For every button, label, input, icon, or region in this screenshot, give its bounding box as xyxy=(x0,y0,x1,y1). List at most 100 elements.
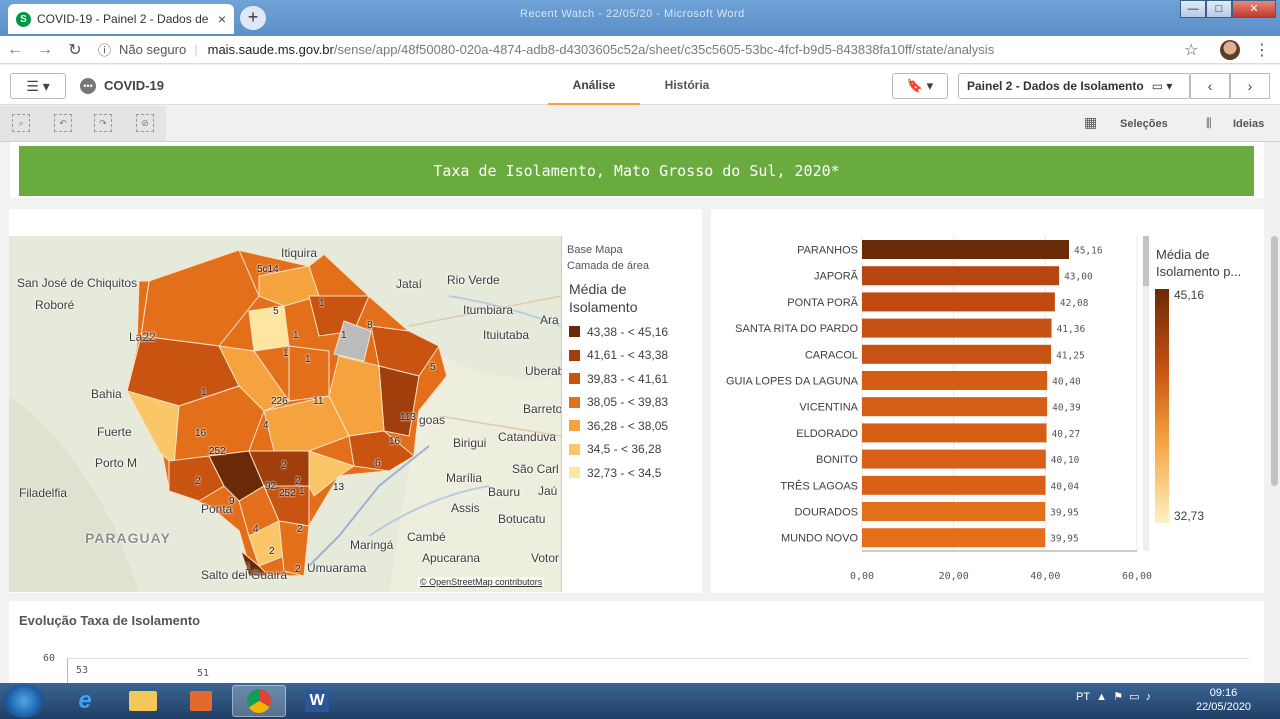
bar[interactable] xyxy=(862,449,1046,469)
legend-entry[interactable]: 41,61 - < 43,38 xyxy=(569,344,702,368)
bookmarks-button[interactable]: 🔖 ▾ xyxy=(892,73,948,99)
legend-entry[interactable]: 32,73 - < 34,5 xyxy=(569,461,702,485)
internet-explorer-icon[interactable]: e xyxy=(78,687,92,714)
legend-entry[interactable]: 39,83 - < 41,61 xyxy=(569,367,702,391)
new-tab-button[interactable]: + xyxy=(240,6,266,30)
map-count-label: 13 xyxy=(333,482,345,493)
selections-button[interactable]: Seleções xyxy=(1120,118,1168,130)
selections-icon[interactable]: ▦ xyxy=(1084,114,1098,130)
bar[interactable] xyxy=(862,528,1046,548)
language-indicator[interactable]: PT xyxy=(1076,691,1091,703)
windows-start-button[interactable] xyxy=(4,684,44,718)
x-tick-label: 20,00 xyxy=(939,571,969,582)
place-label: Marília xyxy=(446,471,483,485)
windows-taskbar xyxy=(0,683,1280,719)
place-label: Apucarana xyxy=(422,551,481,565)
step-back-icon[interactable]: ↶ xyxy=(54,114,72,132)
chart-scroll-track xyxy=(1143,236,1149,551)
close-window-button[interactable]: ✕ xyxy=(1232,0,1276,18)
ideas-button[interactable]: Ideias xyxy=(1233,118,1265,130)
browser-menu-icon[interactable]: ⋮ xyxy=(1254,42,1270,59)
profile-avatar[interactable] xyxy=(1220,40,1240,60)
bar-value-label: 45,16 xyxy=(1074,246,1103,257)
evolution-title: Evolução Taxa de Isolamento xyxy=(19,613,201,628)
minimize-button[interactable]: — xyxy=(1180,0,1206,18)
bar-category-label: DOURADOS xyxy=(794,507,858,519)
legend-entry[interactable]: 36,28 - < 38,05 xyxy=(569,414,702,438)
global-menu-button[interactable]: ☰ ▾ xyxy=(10,73,66,99)
back-icon[interactable]: ← xyxy=(7,40,23,58)
next-sheet-button[interactable]: › xyxy=(1230,73,1270,99)
bar[interactable] xyxy=(862,475,1046,495)
chrome-icon[interactable] xyxy=(232,685,286,717)
bar-value-label: 39,95 xyxy=(1050,508,1079,519)
map-count-label: 2 xyxy=(295,564,301,575)
evolution-chart-panel: Evolução Taxa de Isolamento 60 53 51 xyxy=(9,601,1264,683)
legend-swatch xyxy=(569,420,580,432)
maximize-button[interactable]: □ xyxy=(1206,0,1232,18)
bar[interactable] xyxy=(862,318,1052,338)
bar-category-label: SANTA RITA DO PARDO xyxy=(735,323,858,335)
clear-selections-icon[interactable]: ⊘ xyxy=(136,114,154,132)
browser-tab[interactable]: S COVID-19 - Painel 2 - Dados de I × xyxy=(8,4,234,34)
isolation-choropleth-map[interactable]: Itiquira San José de Chiquitos Jataí Rio… xyxy=(9,236,561,592)
window-title: Recent Watch - 22/05/20 - Microsoft Word xyxy=(520,8,745,20)
map-layer-base[interactable]: Base Mapa xyxy=(567,244,623,256)
page-scrollbar[interactable] xyxy=(1269,142,1280,683)
scrollbar-thumb[interactable] xyxy=(1271,236,1278,486)
bar[interactable] xyxy=(862,423,1047,443)
tab-historia[interactable]: História xyxy=(664,78,710,92)
isolation-bar-chart[interactable]: 0,00 20,00 40,00 60,00 PARANHOS 45,16 JAPORÃ 43… xyxy=(711,209,1264,593)
smart-search-icon[interactable]: ⌕ xyxy=(12,114,30,132)
reload-icon[interactable]: ↻ xyxy=(68,41,82,59)
system-tray[interactable]: PT ▲ ⚑ ▭ ♪ xyxy=(1076,691,1152,703)
legend-range-label: 36,28 - < 38,05 xyxy=(587,418,669,433)
media-player-icon[interactable] xyxy=(174,685,228,717)
map-canvas[interactable] xyxy=(9,236,561,592)
bar[interactable] xyxy=(862,344,1052,364)
place-label: São Carl xyxy=(512,462,559,476)
word-icon[interactable]: W xyxy=(290,685,344,717)
bar[interactable] xyxy=(862,292,1055,312)
bar[interactable] xyxy=(862,266,1060,286)
place-label: Assis xyxy=(451,501,480,515)
legend-entry[interactable]: 34,5 - < 36,28 xyxy=(569,438,702,462)
map-count-label: 92 xyxy=(265,481,277,492)
sheet-selector[interactable]: Painel 2 - Dados de Isolamento ▭ ▾ xyxy=(958,73,1190,99)
tab-analise[interactable]: Análise xyxy=(548,78,640,105)
previous-sheet-button[interactable]: ‹ xyxy=(1190,73,1230,99)
qlik-favicon-icon: S xyxy=(16,11,31,27)
legend-range-label: 34,5 - < 36,28 xyxy=(587,442,662,457)
legend-entry[interactable]: 43,38 - < 45,16 xyxy=(569,320,702,344)
bar-chart-panel: 0,00 20,00 40,00 60,00 PARANHOS 45,16 JAPORÃ 43… xyxy=(711,209,1264,593)
map-count-label: 1 xyxy=(319,298,325,309)
url-field[interactable]: mais.saude.ms.gov.br/sense/app/48f50080-… xyxy=(208,42,995,57)
file-explorer-icon[interactable] xyxy=(116,685,170,717)
map-legend-title: Média de Isolamento xyxy=(569,281,638,315)
system-clock[interactable]: 09:16 22/05/2020 xyxy=(1196,686,1251,714)
evolution-point-label: 51 xyxy=(197,668,210,679)
step-forward-icon[interactable]: ↷ xyxy=(94,114,112,132)
legend-entries: 43,38 - < 45,16 41,61 - < 43,38 39,83 - < … xyxy=(562,316,702,485)
bar[interactable] xyxy=(862,397,1048,417)
bar-category-label: CARACOL xyxy=(805,349,858,361)
info-icon[interactable]: ⓘ xyxy=(98,43,112,58)
evolution-point-label: 53 xyxy=(76,665,89,676)
map-count-label: 1 xyxy=(299,486,305,497)
color-legend-gradient xyxy=(1155,289,1169,523)
legend-entry[interactable]: 38,05 - < 39,83 xyxy=(569,391,702,415)
insights-icon[interactable]: ⫼ xyxy=(1206,116,1212,130)
tab-close-icon[interactable]: × xyxy=(217,11,226,27)
bar[interactable] xyxy=(862,240,1069,259)
map-count-label: 1 xyxy=(283,348,289,359)
bar[interactable] xyxy=(862,502,1046,521)
place-label: Botucatu xyxy=(498,512,546,526)
bookmark-star-icon[interactable]: ☆ xyxy=(1184,42,1199,59)
bar[interactable] xyxy=(862,371,1048,390)
map-attribution[interactable]: © OpenStreetMap contributors xyxy=(418,577,545,587)
security-label[interactable]: Não seguro xyxy=(119,42,187,57)
place-label: Ara xyxy=(540,313,559,327)
forward-icon[interactable]: → xyxy=(37,40,53,58)
map-layer-area[interactable]: Camada de área xyxy=(567,260,649,272)
map-count-label: 1 xyxy=(305,354,311,365)
